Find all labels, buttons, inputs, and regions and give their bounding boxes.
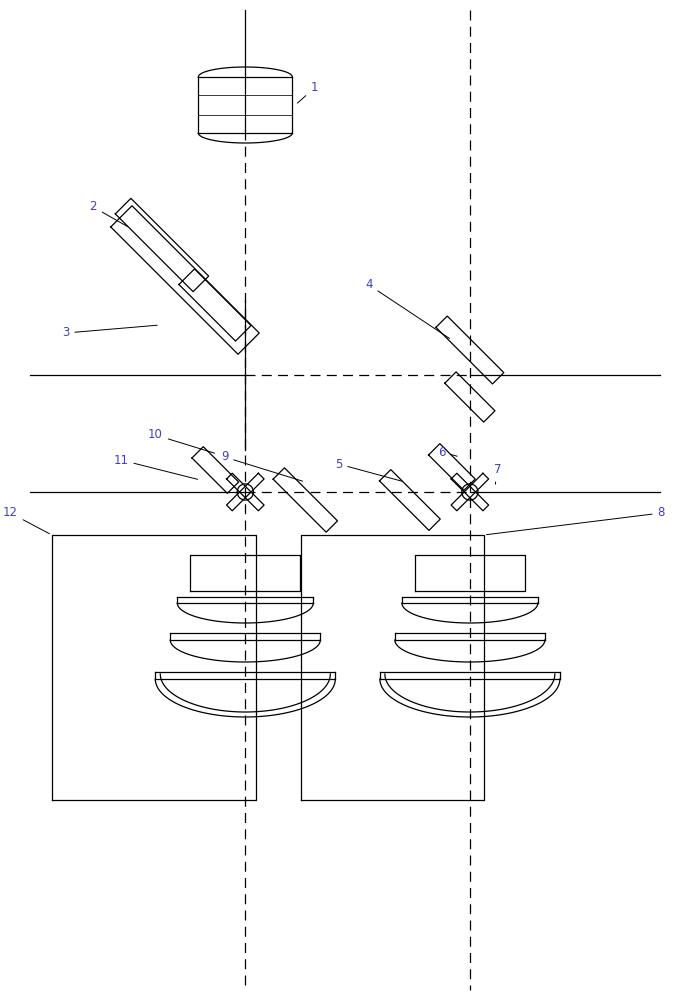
Text: 1: 1 (297, 81, 318, 103)
Text: 3: 3 (62, 325, 158, 340)
Text: 5: 5 (335, 458, 402, 481)
Text: 4: 4 (366, 278, 450, 338)
Text: 9: 9 (221, 450, 303, 481)
Text: 10: 10 (148, 428, 215, 453)
Text: 7: 7 (494, 463, 501, 484)
Text: 12: 12 (3, 506, 49, 534)
Text: 8: 8 (486, 506, 665, 535)
Text: 2: 2 (90, 200, 128, 227)
Text: 11: 11 (113, 454, 198, 479)
Text: 6: 6 (439, 446, 457, 458)
